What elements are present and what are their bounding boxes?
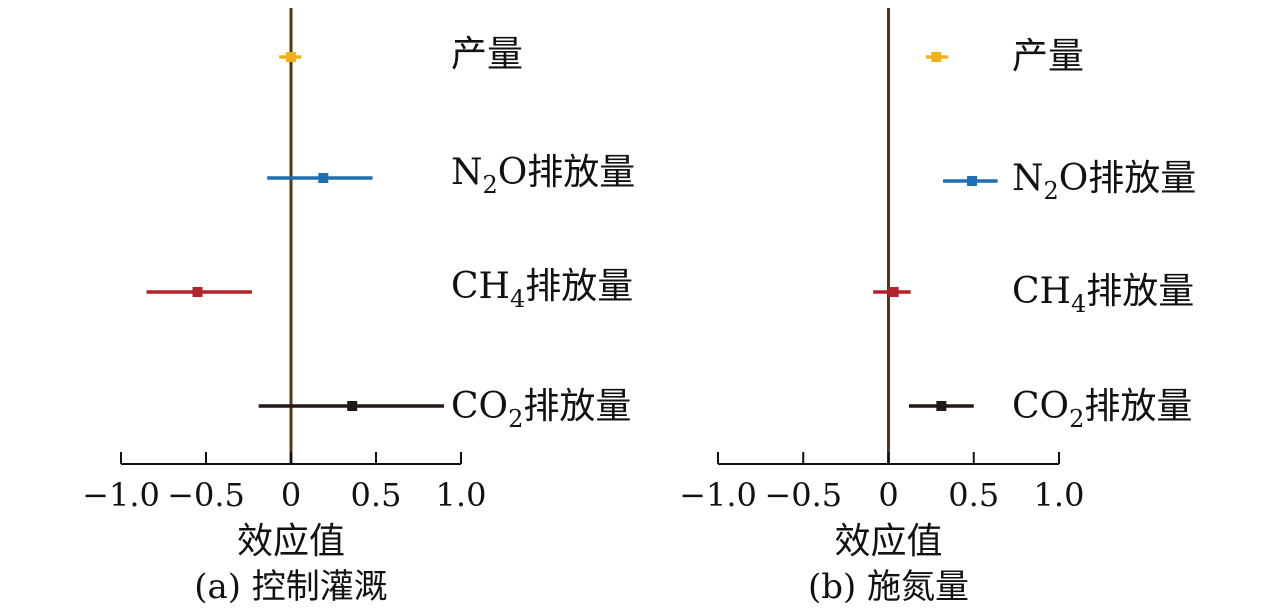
effect-estimate-point [931, 52, 942, 62]
series-label: 产量 [451, 34, 523, 75]
x-tick-label: −1.0 [82, 476, 160, 514]
series-x: 产量 [279, 34, 523, 75]
x-tick-label: 1.0 [436, 476, 487, 514]
effect-estimate-point [286, 52, 296, 62]
effect-estimate-point [967, 176, 978, 186]
series-ch4: CH4排放量 [873, 271, 1194, 318]
series-co2: CO2排放量 [258, 386, 631, 433]
series-label: 产量 [1012, 36, 1084, 77]
effect-estimate-point [936, 401, 947, 411]
series-label-text: CH [1012, 271, 1071, 312]
series-label-subscript: 4 [510, 285, 525, 313]
x-tick-label: 0 [281, 476, 301, 514]
series-label-subscript: 4 [1071, 290, 1086, 318]
x-axis-title: 效应值 [237, 521, 345, 562]
series-label: CO2排放量 [1012, 386, 1192, 433]
series-label-text: 产量 [451, 34, 523, 75]
x-tick-label: −1.0 [679, 476, 757, 514]
series-label-subscript: 2 [1069, 405, 1084, 433]
series-n2o: N2O排放量 [267, 152, 635, 199]
series-n2o: N2O排放量 [943, 158, 1196, 205]
series-label-text: 排放量 [1084, 386, 1192, 427]
panel-caption: (b) 施氮量 [808, 567, 969, 607]
effect-estimate-point [347, 401, 358, 411]
series-label-subscript: 2 [1044, 177, 1059, 205]
series-label: CH4排放量 [451, 266, 633, 313]
series-x: 产量 [926, 36, 1084, 77]
x-tick-label: 0.5 [351, 476, 402, 514]
effect-estimate-point [318, 173, 329, 183]
series-label-text: 产量 [1012, 36, 1084, 77]
x-tick-label: −0.5 [764, 476, 842, 514]
series-label: N2O排放量 [1012, 158, 1196, 205]
series-label-text: CO [1012, 386, 1069, 427]
series-label-text: CH [451, 266, 510, 307]
series-label-text: O排放量 [1059, 158, 1197, 199]
series-label-subscript: 2 [508, 405, 523, 433]
series-label-text: CO [451, 386, 508, 427]
x-tick-label: −0.5 [167, 476, 245, 514]
series-co2: CO2排放量 [908, 386, 1192, 433]
series-label-text: O排放量 [498, 152, 636, 193]
panel-caption: (a) 控制灌溉 [194, 567, 388, 607]
x-tick-label: 1.0 [1034, 476, 1085, 514]
x-tick-label: 0.5 [948, 476, 999, 514]
series-label-text: 排放量 [525, 266, 633, 307]
effect-estimate-point [888, 287, 899, 297]
series-label-text: N [451, 152, 483, 193]
x-tick-label: 0 [878, 476, 898, 514]
effect-estimate-point [192, 287, 203, 297]
series-label: CO2排放量 [451, 386, 631, 433]
series-label-text: 排放量 [523, 386, 631, 427]
series-label-subscript: 2 [483, 171, 498, 199]
series-label: N2O排放量 [451, 152, 635, 199]
series-label-text: 排放量 [1086, 271, 1194, 312]
series-ch4: CH4排放量 [146, 266, 633, 313]
x-axis-title: 效应值 [834, 521, 942, 562]
series-label: CH4排放量 [1012, 271, 1194, 318]
series-label-text: N [1012, 158, 1044, 199]
